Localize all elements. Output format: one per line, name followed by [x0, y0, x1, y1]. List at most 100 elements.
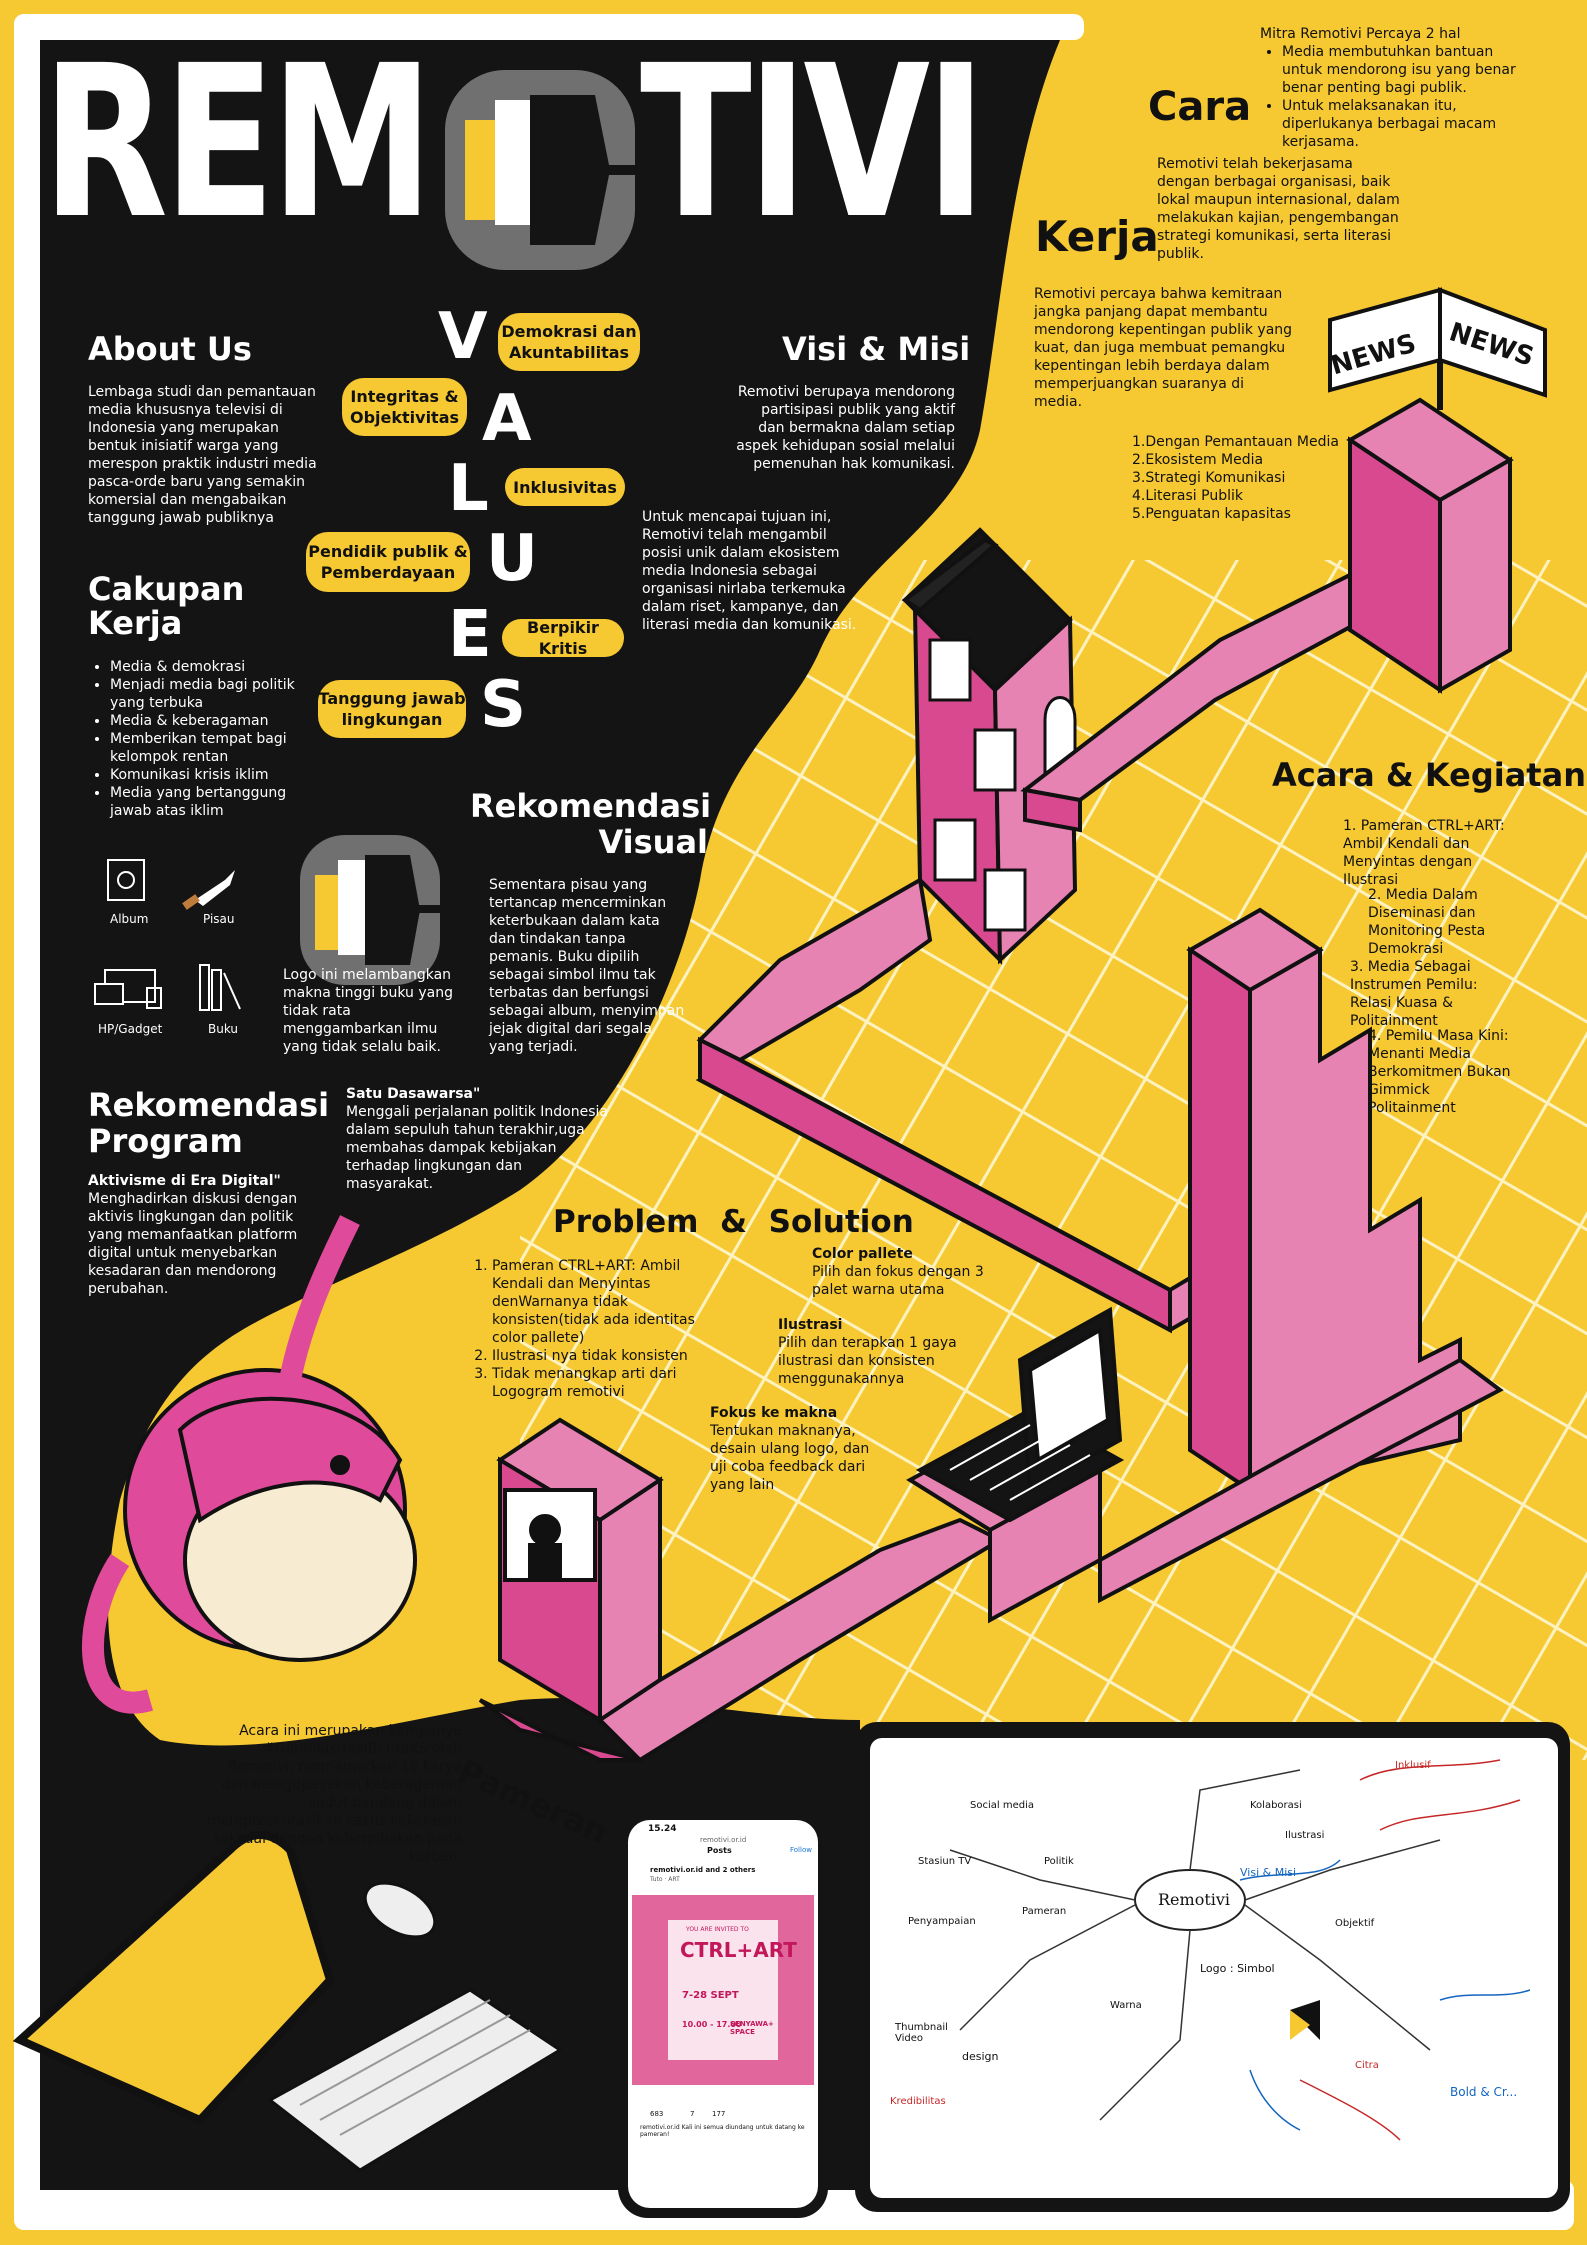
mitra-point: Untuk melaksanakan itu, diperlukanya ber…	[1282, 97, 1520, 151]
mindmap-node: Social media	[970, 1800, 1034, 1811]
mindmap-node: Penyampaian	[908, 1916, 976, 1927]
mitra-block: Mitra Remotivi Percaya 2 hal Media membu…	[1260, 25, 1520, 151]
mindmap-center: Remotivi	[1158, 1890, 1231, 1909]
cara-kerja-list: 1.Dengan Pemantauan Media 2.Ekosistem Me…	[1132, 433, 1362, 523]
title-left: REM	[42, 20, 434, 265]
acara-item: 2. Media Dalam Diseminasi dan Monitoring…	[1368, 887, 1486, 957]
values-letter: E	[448, 598, 492, 672]
mindmap-node: Thumbnail Video	[895, 2022, 948, 2044]
mindmap-node: Kredibilitas	[890, 2096, 946, 2107]
program-1: Aktivisme di Era Digital" Menghadirkan d…	[88, 1172, 303, 1298]
building-news	[1328, 287, 1547, 694]
mindmap-node: Pameran	[1022, 1906, 1067, 1917]
value-pill: Pendidik publik & Pemberdayaan	[306, 532, 470, 592]
cara-kerja-item: 2.Ekosistem Media	[1132, 452, 1264, 468]
phone-mockup	[618, 1808, 828, 2218]
phone-account: remotivi.or.id and 2 others	[650, 1866, 756, 1874]
pameran-text: Acara ini merupakan kampanye #GantiIlust…	[207, 1723, 462, 1865]
phone-shares[interactable]: 177	[712, 2110, 726, 2118]
phone-time-range: 10.00 - 17.00	[682, 2020, 742, 2029]
visi-misi-heading: Visi & Misi	[782, 330, 971, 368]
program-2-text: Menggali perjalanan politik Indonesia da…	[346, 1104, 608, 1192]
program-2: Satu Dasawarsa" Menggali perjalanan poli…	[346, 1085, 611, 1193]
mindmap-node: design	[962, 2050, 999, 2063]
values-letter: S	[480, 668, 527, 742]
program-1-text: Menghadirkan diskusi dengan aktivis ling…	[88, 1191, 298, 1297]
tower-windows	[928, 638, 1077, 932]
icon-label: Pisau	[203, 912, 235, 926]
kerja-heading: Kerja	[1035, 212, 1159, 261]
black-panel	[40, 40, 1060, 1300]
phone-caption: remotivi.or.id Kali ini semua diundang u…	[640, 2124, 805, 2138]
cara-kerja-para2: Remotivi percaya bahwa kemitraan jangka …	[1034, 286, 1293, 410]
cara-kerja-item: 5.Penguatan kapasitas	[1132, 506, 1291, 522]
acara-item: 4. Pemilu Masa Kini: Menanti Media Berko…	[1368, 1028, 1511, 1116]
title-logo	[445, 70, 635, 270]
icon-label: Album	[110, 912, 149, 926]
solution-2: Ilustrasi Pilih dan terapkan 1 gaya ilus…	[778, 1317, 957, 1387]
phone-invited: YOU ARE INVITED TO	[686, 1926, 749, 1933]
mindmap-node: Citra	[1355, 2060, 1379, 2071]
values-letter: A	[482, 382, 532, 456]
character-illustration	[81, 1215, 417, 1714]
phone-follow-button[interactable]: Follow	[790, 1846, 812, 1854]
cakupan-list: Media & demokrasi Menjadi media bagi pol…	[88, 658, 325, 820]
program-2-title: Satu Dasawarsa"	[346, 1086, 481, 1102]
values-letter: L	[448, 452, 489, 526]
title-right: TIVI	[640, 20, 986, 265]
cara-heading: Cara	[1148, 84, 1252, 130]
logo-meaning-text: Logo ini melambangkan makna tinggi buku …	[283, 967, 453, 1055]
laptop	[915, 1306, 1125, 1523]
acara-item: 3. Media Sebagai Instrumen Pemilu: Relas…	[1350, 959, 1478, 1029]
phone-account-sub: Tuto · ART	[650, 1876, 680, 1883]
mindmap-node: Politik	[1044, 1856, 1074, 1867]
mindmap-node: Ilustrasi	[1285, 1830, 1325, 1841]
mouse	[363, 1881, 437, 1939]
gadget-icon	[94, 969, 162, 1009]
about-text: Lembaga studi dan pemantauan media khusu…	[88, 384, 317, 526]
cara-kerja-item: 4.Literasi Publik	[1132, 488, 1243, 504]
cara-kerja-para1: Remotivi telah bekerjasama dengan berbag…	[1157, 156, 1400, 262]
problem-heading: Problem & Solution	[553, 1204, 914, 1240]
visi-text: Remotivi berupaya mendorong partisipasi …	[736, 384, 955, 472]
value-pill: Integritas & Objektivitas	[342, 378, 467, 436]
phone-likes[interactable]: 683	[650, 2110, 664, 2118]
solution-1: Color pallete Pilih dan fokus dengan 3 p…	[812, 1246, 984, 1298]
problem-item: Tidak menangkap arti dari Logogram remot…	[492, 1365, 712, 1401]
cakupan-item: Menjadi media bagi politik yang terbuka	[110, 676, 325, 712]
value-pill: Tanggung jawab lingkungan	[318, 680, 466, 738]
about-heading: About Us	[88, 330, 252, 368]
value-pill: Demokrasi dan Akuntabilitas	[498, 313, 640, 371]
cakupan-item: Media & keberagaman	[110, 712, 325, 730]
misi-text: Untuk mencapai tujuan ini, Remotivi tela…	[642, 509, 857, 633]
phone-comments[interactable]: 7	[690, 2110, 695, 2118]
phone-venue: SENYAWA+ SPACE	[730, 2020, 774, 2036]
icon-label: Buku	[208, 1022, 239, 1036]
cakupan-item: Komunikasi krisis iklim	[110, 766, 325, 784]
pink-paths	[695, 567, 1404, 1334]
problem-item: Ilustrasi nya tidak konsisten	[492, 1347, 712, 1365]
mindmap-node: Bold & Cr...	[1450, 2085, 1518, 2099]
cakupan-heading: Cakupan Kerja	[88, 570, 245, 642]
pink-path-bottom	[478, 1357, 1504, 1763]
screen-frame	[12, 1831, 335, 2125]
solution-3: Fokus ke makna Tentukan maknanya, desain…	[710, 1405, 870, 1493]
mitra-point: Media membutuhkan bantuan untuk mendoron…	[1282, 43, 1520, 97]
rec-visual-text: Sementara pisau yang tertancap mencermin…	[489, 877, 685, 1055]
phone-event-logo: CTRL+ART	[680, 1938, 797, 1962]
phone-header: Posts	[707, 1846, 732, 1855]
mindmap-node: Warna	[1110, 2000, 1142, 2011]
cara-kerja-item: 1.Dengan Pemantauan Media	[1132, 434, 1339, 450]
value-pill: Berpikir Kritis	[502, 618, 624, 658]
building-stairs	[1186, 907, 1462, 1494]
problem-item: Pameran CTRL+ART: Ambil Kendali dan Meny…	[492, 1257, 712, 1347]
rec-visual-logo	[300, 835, 440, 985]
album-icon	[107, 859, 145, 901]
phone-header-small: remotivi.or.id	[700, 1836, 747, 1844]
problem-list: Pameran CTRL+ART: Ambil Kendali dan Meny…	[470, 1257, 712, 1401]
cara-kerja-item: 3.Strategi Komunikasi	[1132, 470, 1286, 486]
acara-item: 1. Pameran CTRL+ART: Ambil Kendali dan M…	[1343, 818, 1505, 888]
keyboard	[267, 1988, 563, 2172]
